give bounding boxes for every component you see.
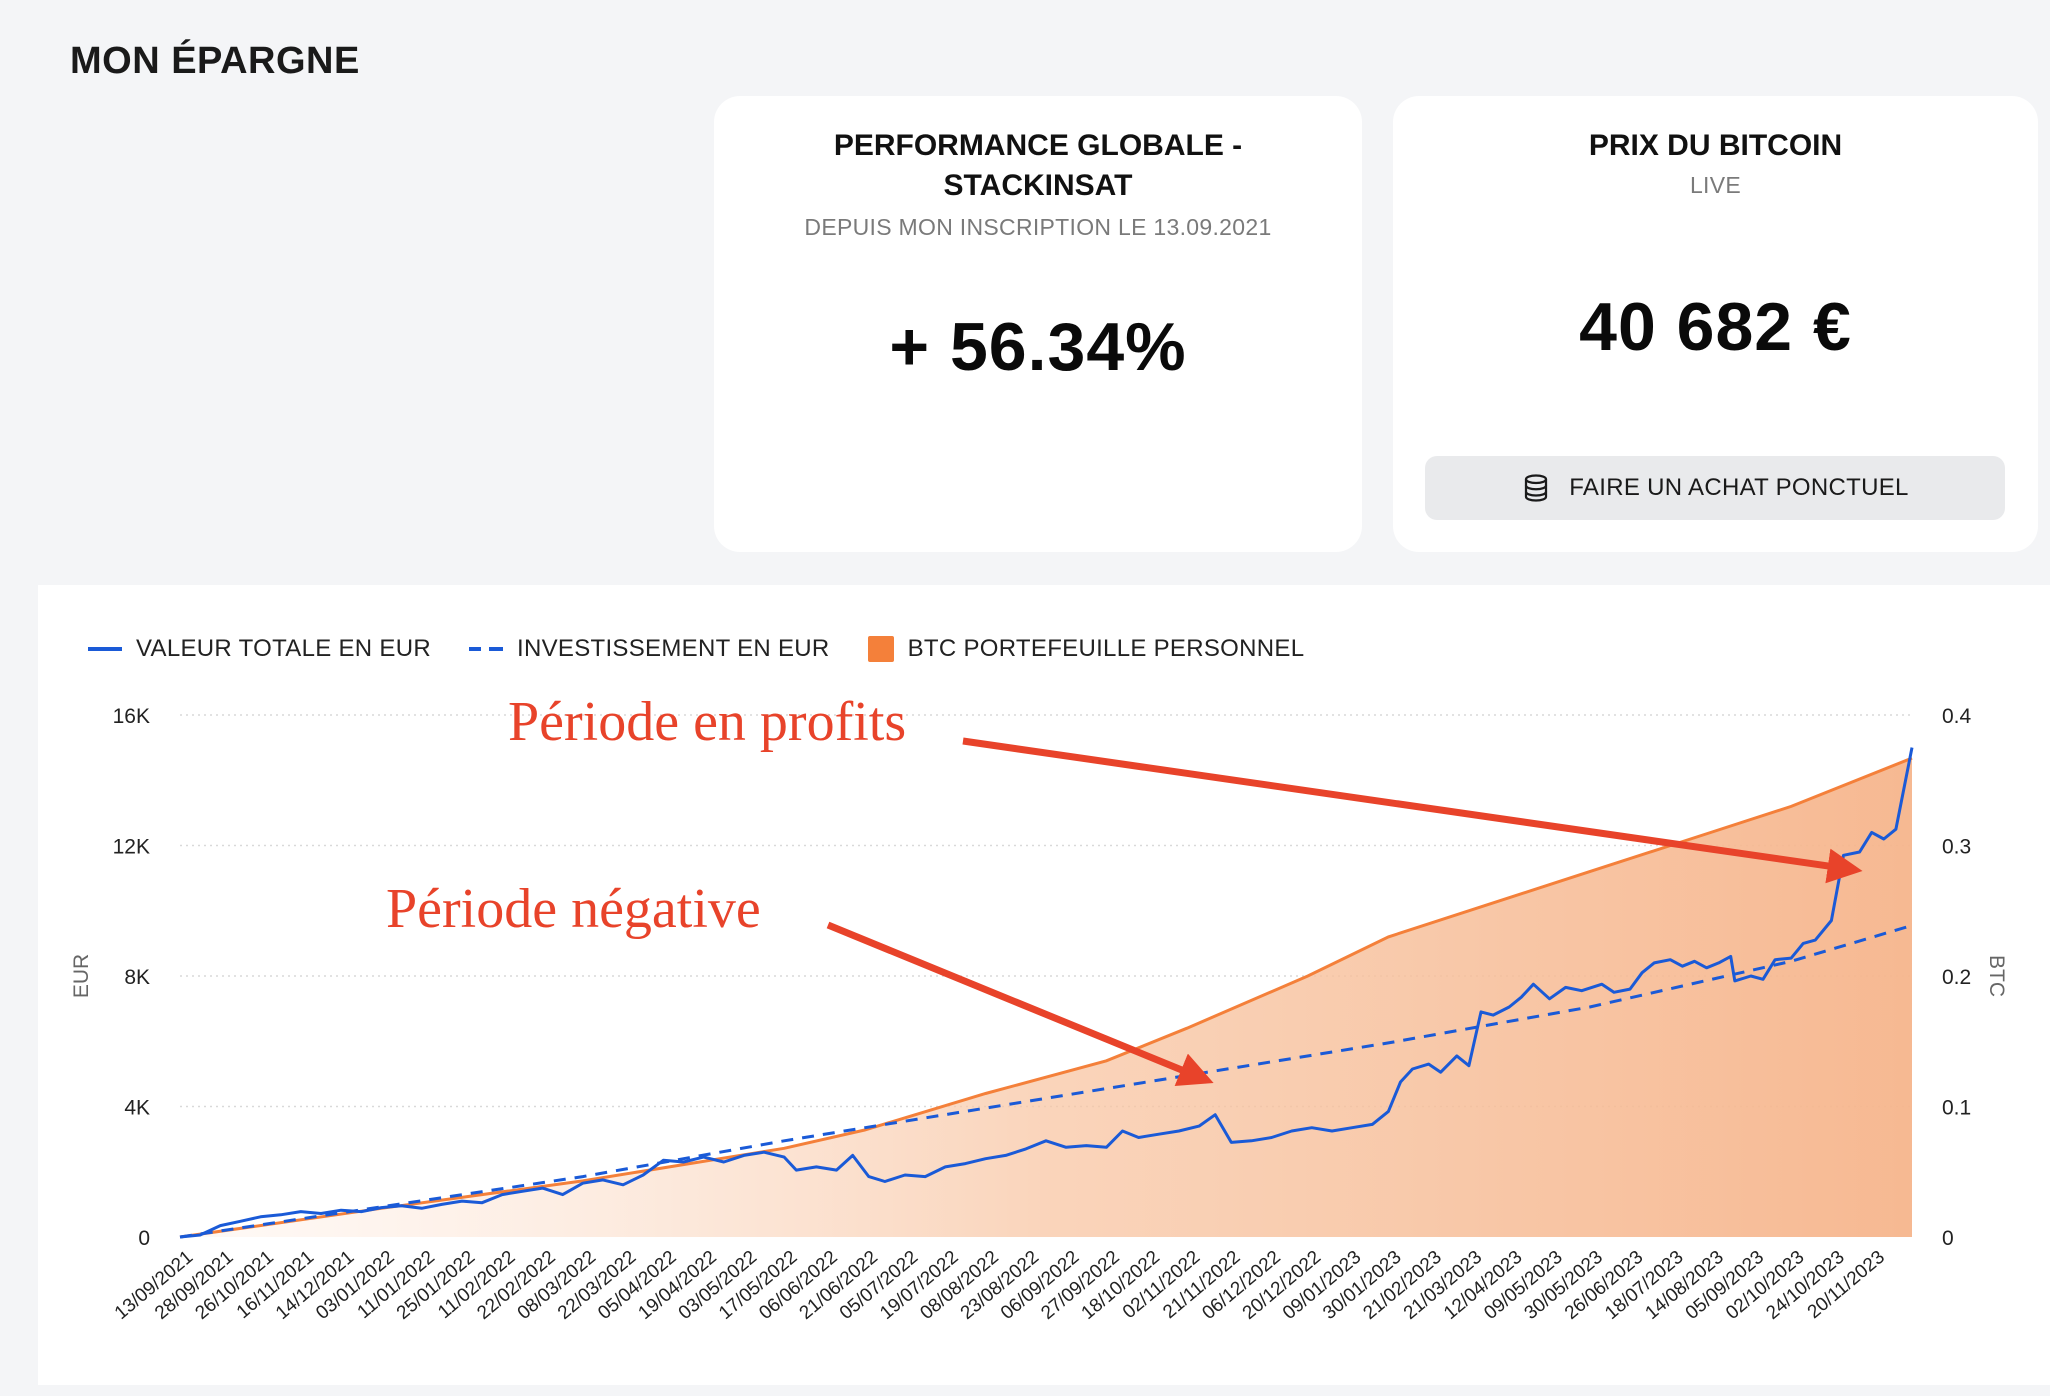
bitcoin-card-subtitle: LIVE [1689, 172, 1742, 198]
btc-wallet-area [180, 758, 1912, 1237]
legend-solid-line-swatch [88, 647, 122, 651]
y-left-tick-label: 8K [124, 966, 150, 989]
y-left-tick-label: 12K [113, 836, 150, 859]
y-right-tick-label: 0.2 [1942, 966, 1971, 989]
legend-area-swatch [867, 636, 894, 662]
y-left-axis-label: EUR [70, 954, 93, 998]
performance-card: PERFORMANCE GLOBALE - STACKINSAT DEPUIS … [714, 96, 1362, 552]
y-right-tick-label: 0.1 [1942, 1097, 1971, 1120]
savings-chart-panel: VALEUR TOTALE EN EUR INVESTISSEMENT EN E… [38, 585, 2050, 1385]
legend-dashed-line-swatch [468, 647, 503, 651]
y-right-tick-label: 0.3 [1942, 836, 1971, 859]
legend-item-total-value[interactable]: VALEUR TOTALE EN EUR [88, 635, 431, 663]
bitcoin-card-title: PRIX DU BITCOIN [1588, 129, 1843, 162]
y-left-tick-label: 0 [138, 1227, 150, 1250]
chart-legend: VALEUR TOTALE EN EUR INVESTISSEMENT EN E… [88, 631, 1342, 667]
one-time-purchase-label: FAIRE UN ACHAT PONCTUEL [1569, 474, 1909, 501]
legend-label-total-value: VALEUR TOTALE EN EUR [136, 635, 431, 662]
annotation-negative-period: Période négative [386, 878, 761, 940]
annotation-arrow-negative [826, 921, 1214, 1086]
performance-card-title: PERFORMANCE GLOBALE - STACKINSAT [833, 129, 1243, 202]
legend-item-investment[interactable]: INVESTISSEMENT EN EUR [468, 635, 830, 663]
annotation-arrow-profit [962, 737, 1863, 884]
performance-card-subtitle: DEPUIS MON INSCRIPTION LE 13.09.2021 [804, 214, 1272, 240]
performance-value: + 56.34% [889, 309, 1187, 385]
database-icon [1525, 474, 1548, 502]
y-right-tick-label: 0 [1942, 1227, 1954, 1250]
total-value-line [179, 747, 1914, 1239]
y-left-tick-label: 4K [124, 1097, 150, 1120]
annotation-profit-period: Période en profits [508, 691, 906, 753]
y-right-tick-label: 0.4 [1942, 705, 1972, 728]
legend-label-investment: INVESTISSEMENT EN EUR [516, 635, 830, 662]
y-right-axis-label: BTC [1985, 955, 2008, 997]
y-left-tick-label: 16K [113, 705, 150, 728]
page-title: MON ÉPARGNE [70, 40, 360, 82]
bitcoin-price-card: PRIX DU BITCOIN LIVE 40 682 € FAIRE UN A… [1393, 96, 2038, 552]
legend-label-btc-wallet: BTC PORTEFEUILLE PERSONNEL [907, 635, 1305, 662]
legend-item-btc-wallet[interactable]: BTC PORTEFEUILLE PERSONNEL [867, 635, 1305, 663]
one-time-purchase-button[interactable]: FAIRE UN ACHAT PONCTUEL [1425, 456, 2005, 520]
bitcoin-price-value: 40 682 € [1579, 289, 1852, 365]
